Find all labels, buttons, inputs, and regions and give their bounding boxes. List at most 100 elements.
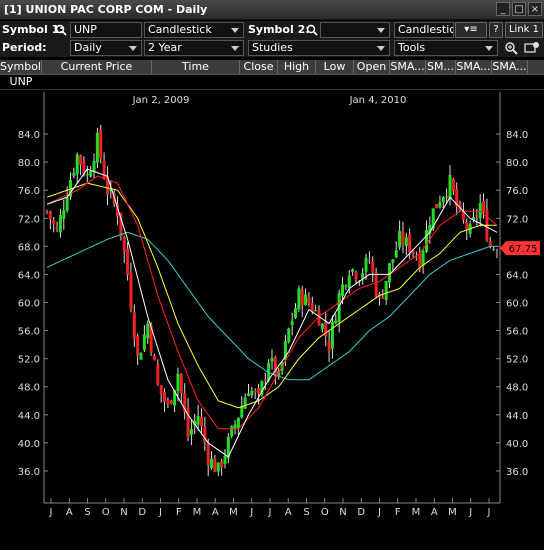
candle-body xyxy=(210,458,214,469)
x-month-label: F xyxy=(395,507,401,518)
close-icon[interactable]: × xyxy=(528,2,542,16)
candle-body xyxy=(196,415,200,425)
range-select[interactable]: 2 Year xyxy=(144,40,244,56)
y-tick-label-left: 64.0 xyxy=(18,270,40,281)
table-row[interactable]: UNP xyxy=(0,75,544,90)
candle-body xyxy=(273,357,277,377)
y-tick-label-right: 60.0 xyxy=(506,299,528,310)
candle-body xyxy=(451,179,455,192)
col-open[interactable]: Open xyxy=(354,60,390,74)
col-symbol[interactable]: Symbol xyxy=(0,60,42,74)
candle-body xyxy=(216,462,220,472)
candle-body xyxy=(163,392,167,402)
candle-body xyxy=(367,260,371,262)
x-month-label: J xyxy=(158,507,162,518)
quote-table-header: Symbol Current Price Time Close High Low… xyxy=(0,60,544,75)
chart-type1-select[interactable]: Candlestick xyxy=(144,22,244,38)
candle-body xyxy=(79,155,83,165)
x-month-label: A xyxy=(285,507,292,518)
candle-body xyxy=(431,208,435,230)
candle-body xyxy=(314,310,318,312)
candle-body xyxy=(240,406,244,418)
candle-body xyxy=(109,189,113,192)
candle-body xyxy=(243,397,247,409)
candle-body xyxy=(344,285,348,287)
x-month-label: F xyxy=(176,507,182,518)
row-symbol: UNP xyxy=(9,75,33,88)
candle-body xyxy=(401,231,405,246)
period-select[interactable]: Daily xyxy=(70,40,142,56)
col-current-price[interactable]: Current Price xyxy=(42,60,152,74)
y-tick-label-left: 80.0 xyxy=(18,158,40,169)
candle-body xyxy=(183,393,187,412)
candlestick-chart-svg[interactable]: 84.084.080.080.076.076.072.072.068.068.0… xyxy=(0,90,544,547)
x-month-label: J xyxy=(468,507,472,518)
search-icon[interactable] xyxy=(306,24,318,36)
link-button[interactable]: Link 1 xyxy=(505,22,543,38)
candle-body xyxy=(334,320,338,324)
col-low[interactable]: Low xyxy=(316,60,354,74)
symbol2-input[interactable] xyxy=(320,22,390,38)
y-tick-label-right: 44.0 xyxy=(506,411,528,422)
studies-select[interactable]: Studies xyxy=(248,40,390,56)
candle-body xyxy=(58,215,62,233)
candle-body xyxy=(250,390,254,396)
candle-body xyxy=(475,215,479,217)
chart-settings-icon[interactable] xyxy=(524,41,540,55)
x-month-label: M xyxy=(448,507,457,518)
candle-body xyxy=(48,211,52,220)
candle-body xyxy=(75,154,79,175)
candle-body xyxy=(189,428,193,435)
y-tick-label-right: 80.0 xyxy=(506,158,528,169)
candle-body xyxy=(287,328,291,342)
zoom-icon[interactable] xyxy=(504,41,518,55)
candle-body xyxy=(236,417,240,429)
col-close[interactable]: Close xyxy=(240,60,278,74)
candle-body xyxy=(488,241,492,247)
candle-body xyxy=(283,341,287,361)
candle-body xyxy=(304,294,308,306)
y-tick-label-left: 76.0 xyxy=(18,186,40,197)
col-high[interactable]: High xyxy=(278,60,316,74)
candle-body xyxy=(65,197,69,211)
candle-body xyxy=(455,188,459,207)
candle-body xyxy=(381,297,385,299)
x-month-label: M xyxy=(412,507,421,518)
col-sma-2[interactable]: SM... xyxy=(426,60,456,74)
candle-body xyxy=(102,160,106,179)
candle-body xyxy=(418,253,422,270)
symbol2-label: Symbol 2: xyxy=(248,23,310,36)
col-sma-3[interactable]: SMA... xyxy=(456,60,492,74)
candle-body xyxy=(233,424,237,429)
y-tick-label-right: 40.0 xyxy=(506,439,528,450)
candle-body xyxy=(361,273,365,279)
y-tick-label-left: 52.0 xyxy=(18,355,40,366)
candle-body xyxy=(354,272,358,280)
chart-type2-select[interactable]: Candlestick xyxy=(394,22,454,38)
tools-select[interactable]: Tools xyxy=(394,40,498,56)
col-sma-1[interactable]: SMA... xyxy=(390,60,426,74)
candle-body xyxy=(230,426,234,437)
x-month-label: J xyxy=(487,507,491,518)
x-month-label: S xyxy=(84,507,90,518)
candle-body xyxy=(132,312,136,340)
help-button[interactable]: ? xyxy=(489,22,503,38)
candle-body xyxy=(136,336,140,356)
candle-body xyxy=(156,363,160,385)
col-time[interactable]: Time xyxy=(152,60,240,74)
price-chart[interactable]: 84.084.080.080.076.076.072.072.068.068.0… xyxy=(0,90,544,547)
col-sma-4[interactable]: SMA... xyxy=(492,60,528,74)
candle-body xyxy=(465,221,469,230)
symbol1-input[interactable]: UNP xyxy=(70,22,142,38)
minimize-icon[interactable]: _ xyxy=(496,2,510,16)
candle-body xyxy=(129,272,133,310)
maximize-icon[interactable]: □ xyxy=(512,2,526,16)
candle-body xyxy=(310,302,314,312)
last-price-label: 67.75 xyxy=(509,244,538,255)
search-icon[interactable] xyxy=(55,24,67,36)
candle-body xyxy=(388,263,392,283)
candle-body xyxy=(213,458,217,472)
candle-body xyxy=(95,132,99,163)
chart-type2-menu-icon[interactable]: ▾≡ xyxy=(455,22,487,38)
x-date-label: Jan 2, 2009 xyxy=(132,95,190,106)
